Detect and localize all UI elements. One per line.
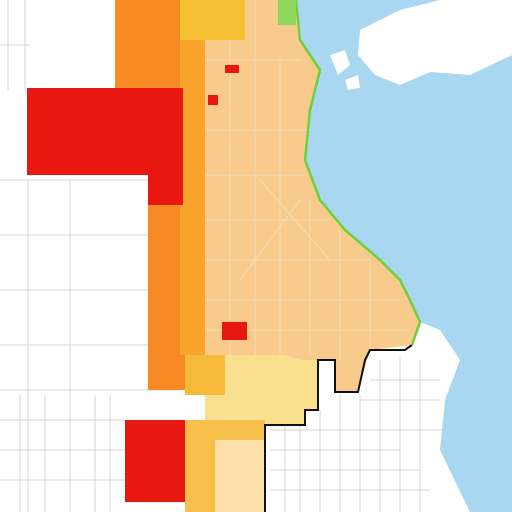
park xyxy=(278,0,296,25)
zone-red xyxy=(125,420,185,502)
zone-yellow-orange xyxy=(185,355,225,395)
zone-pale-orange xyxy=(205,0,420,392)
islet xyxy=(330,50,360,90)
water xyxy=(296,0,512,512)
boundary xyxy=(264,344,413,512)
island xyxy=(358,0,512,85)
roads xyxy=(205,0,410,360)
zone-red xyxy=(27,88,148,175)
zone-red xyxy=(225,65,239,73)
zone-red xyxy=(208,95,218,105)
zone-yellow xyxy=(205,355,318,425)
zone-red xyxy=(148,88,183,205)
zone-pale-yellow xyxy=(215,440,265,512)
coastline xyxy=(278,0,422,346)
zone-red xyxy=(222,322,247,340)
zone-yellow-orange xyxy=(180,0,245,40)
zone-orange xyxy=(115,0,180,88)
zone-light-orange xyxy=(180,0,205,355)
